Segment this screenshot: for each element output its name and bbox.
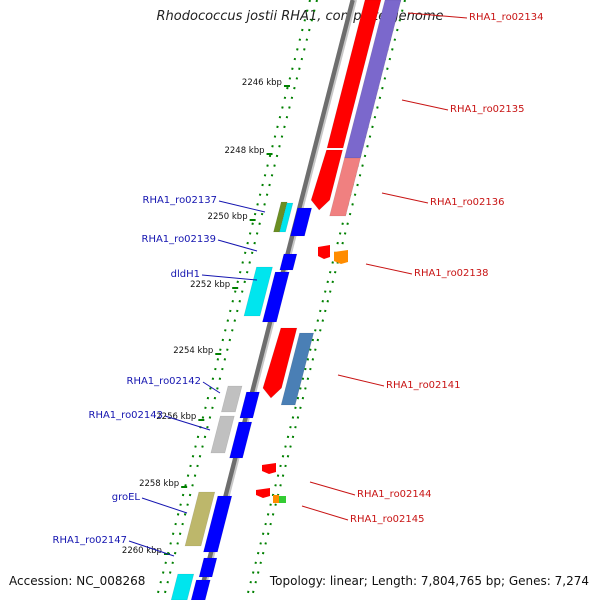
left-gene-label: RHA1_ro02137 bbox=[143, 195, 218, 206]
left-leader-line bbox=[201, 274, 258, 281]
gene-ro02138-orange bbox=[334, 250, 348, 264]
tick-label: 2256 kbp bbox=[156, 412, 196, 422]
tick-label: 2260 kbp bbox=[122, 546, 162, 556]
tick-label: 2254 kbp bbox=[173, 346, 213, 356]
tick-label: 2258 kbp bbox=[139, 479, 179, 489]
tick-label: 2252 kbp bbox=[190, 280, 230, 290]
gene-ro02141-steelblue bbox=[280, 332, 315, 406]
left-leader-line bbox=[164, 415, 211, 431]
gene-ro02142-gray bbox=[220, 385, 243, 413]
right-leader-line bbox=[407, 12, 468, 19]
gene-ro02143-blue bbox=[229, 421, 253, 459]
left-gene-label: dldH1 bbox=[171, 269, 200, 280]
right-leader-line bbox=[401, 99, 449, 111]
right-gene-label: RHA1_ro02141 bbox=[386, 380, 461, 391]
gene-ro02138-red bbox=[318, 245, 330, 259]
right-gene-label: RHA1_ro02144 bbox=[357, 489, 432, 500]
gene-labels: RHA1_ro02137 RHA1_ro02139 dldH1 RHA1_ro0214… bbox=[53, 12, 544, 557]
right-leader-line bbox=[365, 263, 413, 275]
gene-dldH1-cyan bbox=[243, 266, 273, 317]
right-leader-line bbox=[337, 374, 385, 387]
gene-groEL-olive bbox=[184, 491, 216, 547]
gene-ro02144-red bbox=[262, 463, 276, 474]
scale-ticks: 2246 kbp 2248 kbp 2250 kbp 2252 kbp 2254 kbp… bbox=[122, 78, 290, 556]
right-gene-label: RHA1_ro02138 bbox=[414, 268, 489, 279]
guide-line bbox=[162, 0, 318, 600]
accession-text: Accession: NC_008268 bbox=[9, 574, 146, 588]
gene-ro02145-red bbox=[256, 488, 270, 498]
right-gene-label: RHA1_ro02135 bbox=[450, 104, 525, 115]
gene-groEL-blue bbox=[203, 495, 233, 553]
left-gene-label: RHA1_ro02142 bbox=[127, 376, 202, 387]
gene-ro02147-small-blue bbox=[198, 557, 218, 578]
left-gene-label: RHA1_ro02147 bbox=[53, 535, 128, 546]
genome-summary-text: Topology: linear; Length: 7,804,765 bp; … bbox=[269, 574, 589, 588]
gene-ro02145-orange bbox=[273, 495, 279, 503]
gene-features bbox=[170, 0, 402, 600]
right-gene-label: RHA1_ro02136 bbox=[430, 197, 505, 208]
gene-ro02147-cyan bbox=[170, 573, 195, 600]
left-leader-line bbox=[202, 381, 221, 394]
gene-ro02137-blue bbox=[290, 207, 313, 237]
gene-ro02137-cyan bbox=[279, 202, 294, 233]
gene-dldH1-small-blue bbox=[279, 253, 298, 271]
left-gene-label: RHA1_ro02139 bbox=[142, 234, 217, 245]
right-leader-line bbox=[301, 505, 349, 521]
tick-label: 2248 kbp bbox=[224, 146, 264, 156]
gene-ro02143-gray bbox=[210, 415, 235, 454]
gene-dldH1-blue bbox=[262, 271, 290, 323]
gene-ro02134-135-red bbox=[326, 0, 382, 149]
tick-label: 2246 kbp bbox=[242, 78, 282, 88]
gene-ro02136-red bbox=[310, 149, 343, 211]
left-gene-label: RHA1_ro02143 bbox=[89, 410, 164, 421]
left-gene-label: groEL bbox=[112, 492, 141, 503]
right-leader-line bbox=[381, 192, 429, 204]
gene-ro02136-salmon bbox=[329, 157, 361, 217]
right-gene-label: RHA1_ro02145 bbox=[350, 514, 425, 525]
left-leader-line bbox=[128, 540, 175, 557]
gene-ro02142-blue bbox=[239, 391, 260, 419]
left-leader-line bbox=[141, 497, 188, 514]
tick-label: 2250 kbp bbox=[208, 212, 248, 222]
right-gene-label: RHA1_ro02134 bbox=[469, 12, 544, 23]
right-leader-line bbox=[309, 481, 356, 496]
gene-ro02141-red bbox=[262, 327, 298, 399]
left-leader-line bbox=[217, 239, 258, 252]
gene-ro02147-blue bbox=[190, 579, 211, 600]
left-leader-line bbox=[218, 200, 266, 213]
gene-ro02145-green bbox=[279, 496, 286, 503]
